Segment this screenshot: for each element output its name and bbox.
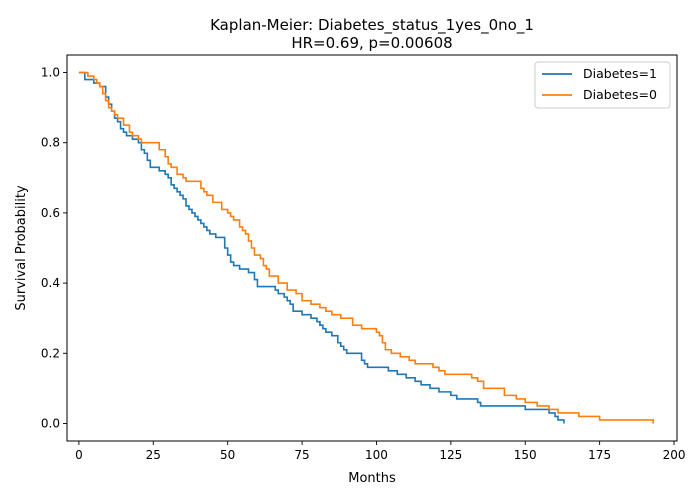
legend-label-diabetes-0: Diabetes=0 [583, 87, 657, 102]
x-tick-label: 175 [588, 448, 611, 462]
y-tick-label: 0.2 [41, 346, 60, 360]
x-axis-label: Months [348, 471, 396, 486]
legend-label-diabetes-1: Diabetes=1 [583, 66, 657, 81]
km-curve-diabetes-0 [78, 71, 654, 424]
legend: Diabetes=1 Diabetes=0 [534, 61, 671, 109]
x-tick-label: 200 [663, 448, 686, 462]
x-tick-label: 125 [439, 448, 462, 462]
y-tick-label: 0.4 [41, 276, 60, 290]
chart-title: Kaplan-Meier: Diabetes_status_1yes_0no_1 [210, 16, 534, 35]
y-tick-label: 0.6 [41, 206, 60, 220]
y-tick-label: 0.0 [41, 416, 60, 430]
x-tick-label: 50 [220, 448, 235, 462]
x-tick-label: 0 [75, 448, 83, 462]
y-tick-label: 0.8 [41, 136, 60, 150]
plot-area [78, 71, 654, 424]
x-tick-label: 75 [294, 448, 309, 462]
x-tick-label: 100 [365, 448, 388, 462]
x-tick-label: 150 [514, 448, 537, 462]
y-tick-label: 1.0 [41, 66, 60, 80]
axes-frame [66, 54, 678, 442]
chart-subtitle: HR=0.69, p=0.00608 [291, 34, 452, 52]
y-axis-label: Survival Probability [14, 185, 29, 311]
x-tick-label: 25 [146, 448, 161, 462]
y-axis-ticks: 0.0 0.2 0.4 0.6 0.8 1.0 [41, 66, 67, 430]
x-axis-ticks: 0 25 50 75 100 125 150 175 200 [75, 441, 685, 462]
